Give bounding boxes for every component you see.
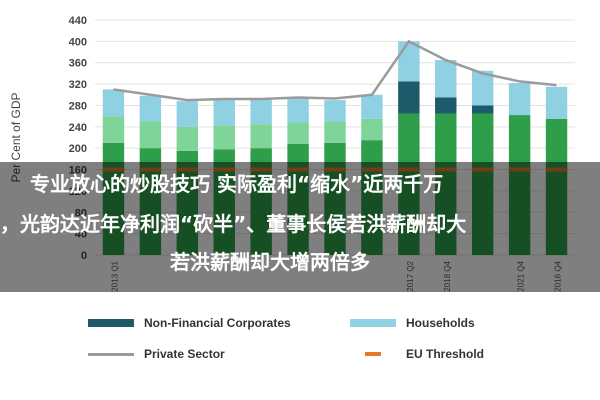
bar-segment (471, 105, 494, 114)
bar-segment (102, 89, 125, 117)
y-tick-label: 200 (69, 143, 87, 155)
y-tick-label: 280 (69, 100, 87, 112)
bar-segment (324, 100, 346, 122)
legend-swatch-non-financial (88, 319, 134, 327)
y-tick-label: 240 (69, 122, 87, 134)
bar-segment (250, 124, 272, 149)
bar-segment (545, 86, 568, 119)
bar-segment (361, 94, 383, 119)
bar-segment (508, 83, 531, 116)
legend-label-non-financial: Non-Financial Corporates (144, 316, 291, 330)
chart-legend: Non-Financial Corporates Households Priv… (0, 302, 600, 400)
y-tick-label: 440 (69, 15, 87, 27)
legend-label-eu-threshold: EU Threshold (406, 347, 485, 361)
headline-line-3[interactable]: 若洪薪酬却大增两倍多 (170, 250, 370, 274)
legend-item-non-financial: Non-Financial Corporates (88, 316, 291, 330)
bar-segment (176, 126, 199, 151)
bar-segment (398, 41, 420, 82)
legend-item-private-sector: Private Sector (88, 347, 225, 361)
bar-segment (435, 60, 457, 98)
bar-segment (287, 122, 309, 144)
bar-segment (176, 101, 199, 127)
legend-label-households: Households (406, 316, 475, 330)
legend-swatch-private-sector (88, 352, 134, 356)
bar-segment (471, 70, 494, 106)
bar-segment (287, 96, 309, 123)
legend-swatch-households (350, 319, 396, 327)
bar-segment (102, 116, 125, 143)
bar-segment (213, 99, 235, 126)
headline-overlay (0, 162, 600, 292)
headline-line-2[interactable]: ，光韵达近年净利润“砍半”、董事长侯若洪薪酬却大 (0, 212, 467, 236)
legend-item-households: Households (350, 316, 475, 330)
bar-segment (139, 95, 162, 122)
y-tick-label: 320 (69, 79, 87, 91)
bar-segment (139, 121, 162, 149)
headline-line-1[interactable]: 专业放心的炒股技巧 实际盈利“缩水”近两千万 (30, 172, 444, 196)
private-sector-line (113, 39, 557, 102)
y-tick-label: 360 (69, 58, 87, 70)
bar-segment (435, 97, 457, 114)
bar-segment (324, 121, 346, 143)
bar-segment (250, 99, 272, 125)
y-tick-label: 400 (69, 36, 87, 48)
bar-segment (213, 125, 235, 150)
legend-swatch-eu-threshold (365, 352, 381, 356)
bar-segment (361, 118, 383, 141)
legend-label-private-sector: Private Sector (144, 347, 225, 361)
legend-item-eu-threshold: EU Threshold (350, 347, 484, 361)
y-axis-label: Per Cent of GDP (9, 92, 23, 182)
bar-segment (398, 81, 420, 114)
